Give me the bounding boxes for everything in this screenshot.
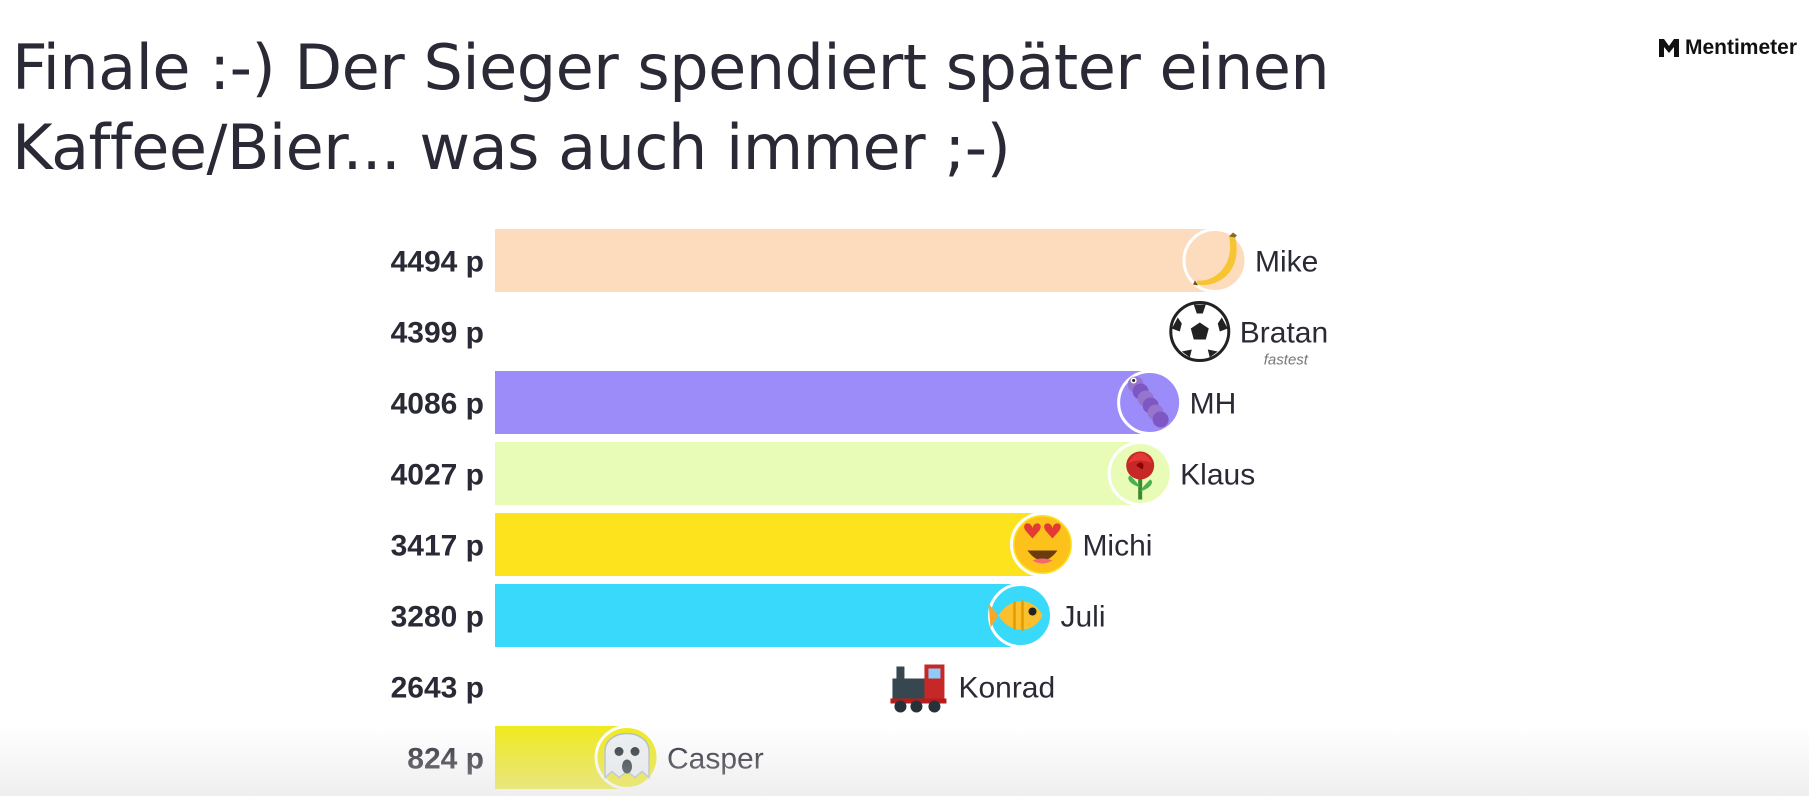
score-label: 4399 p	[391, 317, 484, 350]
mentimeter-logo-icon	[1658, 39, 1679, 57]
heart-eyes-icon	[1014, 516, 1071, 573]
participant-name: Konrad	[958, 672, 1055, 705]
participant-name: Casper	[667, 743, 764, 776]
leaderboard-row: 4027 p Klaus	[391, 441, 1255, 506]
leaderboard-row: 2643 p Konrad	[391, 654, 1055, 719]
leaderboard-row: 4399 p Bratan fastest	[391, 299, 1328, 369]
worm-icon	[1127, 376, 1169, 428]
brand-name: Mentimeter	[1684, 36, 1797, 59]
participant-name: Bratan	[1240, 317, 1328, 350]
participant-name: Juli	[1061, 601, 1106, 634]
score-label: 4027 p	[391, 459, 484, 492]
leaderboard-row: 3280 p Juli	[391, 583, 1106, 648]
leaderboard-row: 3417 p Michi	[391, 512, 1152, 577]
soccer-ball-icon	[1169, 301, 1231, 362]
score-bar	[495, 229, 1215, 292]
score-label: 824 p	[407, 743, 484, 776]
score-bar	[495, 442, 1141, 505]
banana-icon	[1193, 232, 1237, 286]
participant-name: Michi	[1082, 530, 1152, 563]
score-bar	[495, 513, 1043, 576]
score-label: 3417 p	[391, 530, 484, 563]
locomotive-icon	[890, 664, 947, 713]
participant-name: Klaus	[1180, 459, 1255, 492]
leaderboard-row: 4494 p Mike	[391, 228, 1318, 293]
leaderboard-row: 824 p Casper	[407, 725, 764, 790]
rose-icon	[1126, 451, 1155, 500]
score-bar	[495, 300, 1200, 363]
leaderboard-row: 4086 p MH	[391, 370, 1237, 435]
score-label: 4086 p	[391, 388, 484, 421]
participant-name: Mike	[1255, 246, 1318, 279]
score-bar	[495, 584, 1021, 647]
participant-name: MH	[1190, 388, 1237, 421]
score-label: 4494 p	[391, 246, 484, 279]
score-label: 2643 p	[391, 672, 484, 705]
ghost-icon	[604, 732, 650, 780]
score-label: 3280 p	[391, 601, 484, 634]
score-bar	[495, 655, 919, 718]
page-title: Finale :-) Der Sieger spendiert später e…	[12, 31, 1330, 184]
mentimeter-brand: Mentimeter	[1658, 36, 1797, 60]
fish-icon	[988, 600, 1043, 631]
score-bar	[495, 371, 1150, 434]
fastest-badge: fastest	[1264, 352, 1309, 369]
